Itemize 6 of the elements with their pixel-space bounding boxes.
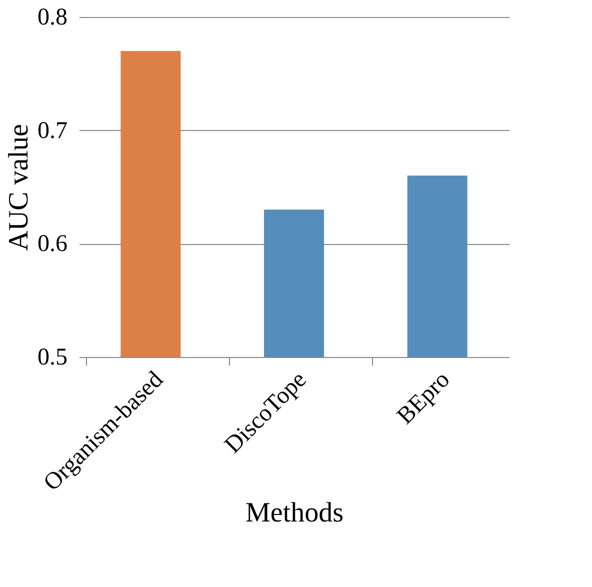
- y-tick-label: 0.6: [38, 231, 68, 258]
- y-tick-label: 0.8: [38, 4, 68, 30]
- x-axis-title: Methods: [246, 497, 344, 528]
- y-axis-title: AUC value: [4, 124, 34, 251]
- y-tick-label: 0.5: [38, 344, 68, 370]
- y-tick-label: 0.7: [38, 118, 68, 144]
